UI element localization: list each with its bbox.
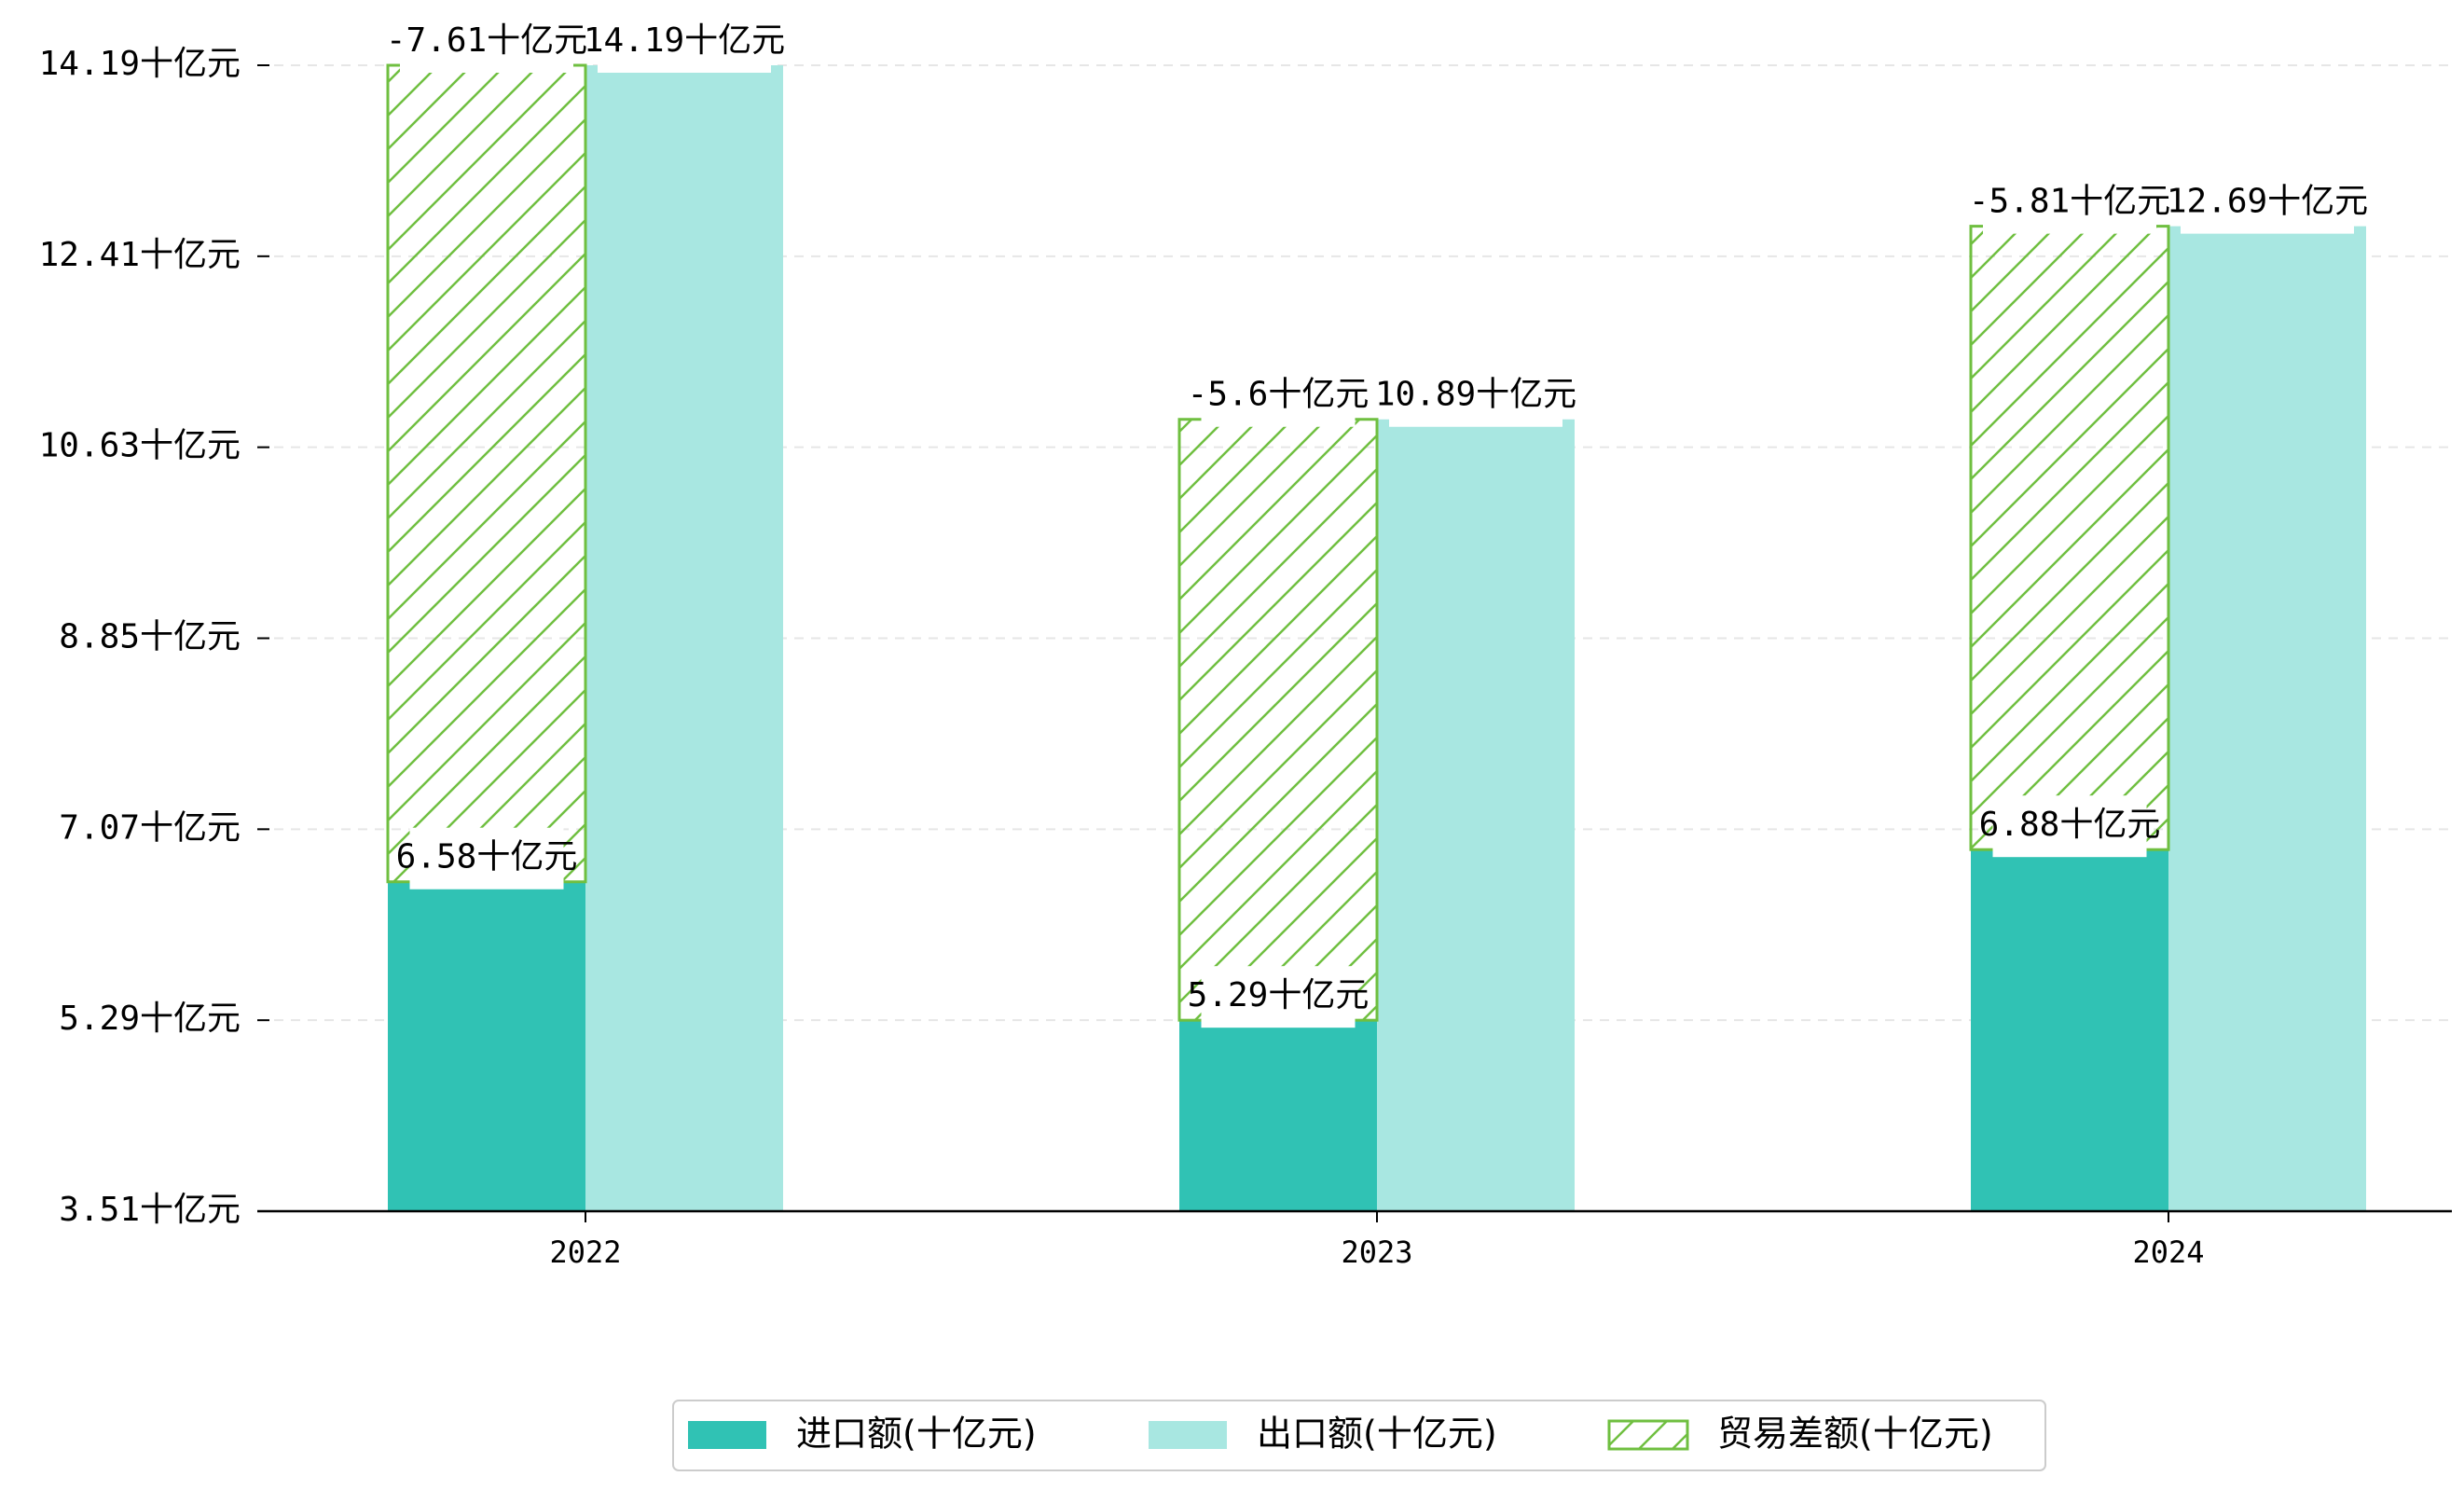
- legend: 进口额(十亿元) 出口额(十亿元) 贸易差额(十亿元): [672, 1400, 2046, 1471]
- y-tick-label: 10.63十亿元: [39, 427, 241, 465]
- data-label: 6.58十亿元: [396, 838, 578, 876]
- data-label-bg: [2181, 172, 2354, 234]
- y-tick-label: 8.85十亿元: [59, 618, 241, 656]
- data-label-bg: [1983, 172, 2156, 234]
- data-label: 12.69十亿元: [2167, 183, 2368, 221]
- balance-bar: [386, 63, 587, 884]
- data-label: 10.89十亿元: [1375, 376, 1576, 414]
- data-label: -5.6十亿元: [1188, 376, 1370, 414]
- legend-label: 进口额(十亿元): [796, 1414, 1037, 1455]
- x-tick-label: 2024: [2132, 1235, 2204, 1270]
- legend-label: 出口额(十亿元): [1257, 1414, 1497, 1455]
- data-label: -7.61十亿元: [386, 21, 587, 60]
- data-label-bg: [1389, 365, 1562, 427]
- data-label-bg: [1992, 795, 2147, 858]
- data-labels: 14.19十亿元-7.61十亿元 6.58十亿元 10.89十亿元-5.6十亿元 5.…: [386, 11, 2368, 1028]
- export-bar: [585, 65, 783, 1211]
- data-label-bg: [400, 11, 573, 73]
- data-label: 5.29十亿元: [1188, 976, 1370, 1014]
- data-label: 6.88十亿元: [1979, 806, 2161, 844]
- legend-swatch: [1607, 1419, 1689, 1451]
- import-bar: [388, 881, 585, 1211]
- legend-box: [672, 1400, 2046, 1471]
- import-bar: [1971, 849, 2168, 1211]
- data-label-bg: [1201, 365, 1356, 427]
- data-label: -5.81十亿元: [1969, 183, 2170, 221]
- data-label-bg: [1201, 966, 1356, 1028]
- legend-swatch: [688, 1421, 766, 1449]
- import-bar: [1179, 1020, 1377, 1211]
- export-bar: [1377, 419, 1575, 1211]
- y-tick-label: 14.19十亿元: [39, 45, 241, 83]
- balance-bar: [1177, 418, 1379, 1022]
- balance-bar: [1969, 225, 2170, 851]
- x-tick-label: 2023: [1341, 1235, 1412, 1270]
- y-tick-label: 3.51十亿元: [59, 1191, 241, 1229]
- bars: [386, 63, 2366, 1212]
- x-tick-label: 2022: [549, 1235, 621, 1270]
- data-label-bg: [409, 827, 564, 890]
- legend-swatch: [1149, 1421, 1227, 1449]
- legend-label: 贸易差额(十亿元): [1717, 1414, 1993, 1455]
- axes: 3.51十亿元 5.29十亿元 7.07十亿元 8.85十亿元 10.63十亿元 12.4…: [39, 45, 2452, 1270]
- y-tick-label: 7.07十亿元: [59, 808, 241, 847]
- data-label: 14.19十亿元: [584, 21, 785, 60]
- data-label-bg: [598, 11, 771, 73]
- y-tick-label: 5.29十亿元: [59, 1000, 241, 1038]
- y-tick-label: 12.41十亿元: [39, 236, 241, 274]
- export-bar: [2168, 226, 2366, 1212]
